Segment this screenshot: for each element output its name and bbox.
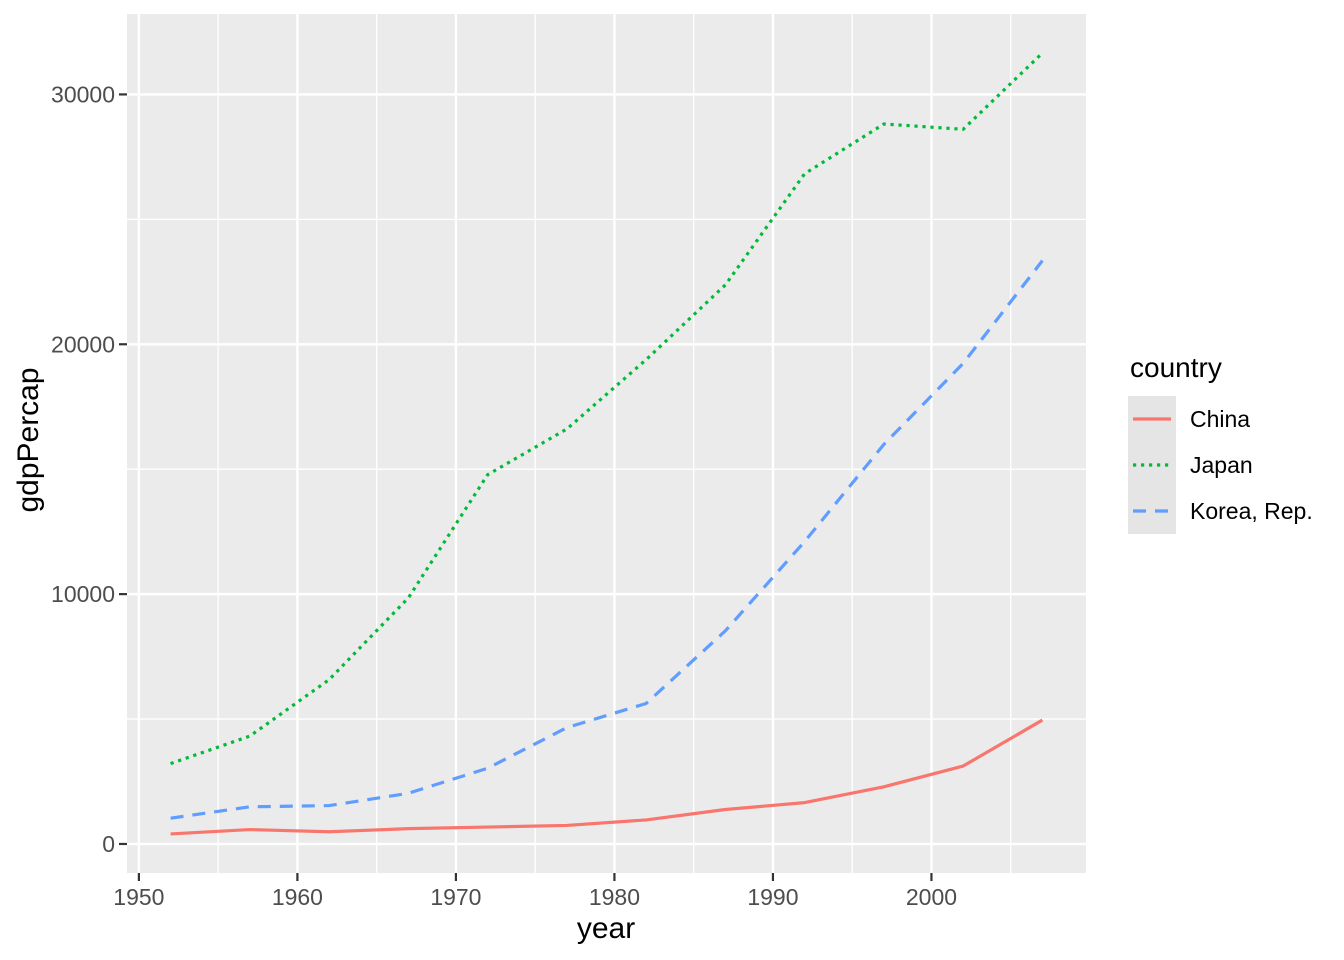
legend-item-china: China: [1128, 396, 1313, 442]
y-tick-label: 0: [102, 831, 115, 857]
x-tick-label: 1970: [430, 884, 481, 910]
legend: country China Japan Korea, Rep.: [1128, 352, 1313, 534]
legend-key-korea-rep: [1128, 488, 1176, 534]
x-tick-label: 1950: [113, 884, 164, 910]
legend-line-sample-china: [1133, 417, 1171, 421]
y-tick-label: 20000: [51, 331, 115, 357]
line-japan: [170, 51, 1044, 766]
y-tick-label: 10000: [51, 581, 115, 607]
y-axis-title: gdpPercap: [12, 367, 45, 513]
legend-items: China Japan Korea, Rep.: [1128, 396, 1313, 534]
y-tick-label: 30000: [51, 81, 115, 107]
legend-item-japan: Japan: [1128, 442, 1313, 488]
line-korea-rep: [170, 259, 1044, 820]
legend-line-sample-japan: [1133, 463, 1171, 467]
x-tick-label: 1980: [589, 884, 640, 910]
legend-title: country: [1130, 352, 1222, 383]
legend-line-sample-korea-rep: [1133, 509, 1171, 513]
legend-label-japan: Japan: [1190, 451, 1253, 478]
legend-key-china: [1128, 396, 1176, 442]
x-tick-label: 1990: [747, 884, 798, 910]
legend-label-korea-rep: Korea, Rep.: [1190, 497, 1313, 524]
line-china: [170, 718, 1044, 836]
legend-label-china: China: [1190, 405, 1251, 432]
x-tick-label: 2000: [906, 884, 957, 910]
panel-background: [127, 14, 1086, 873]
legend-key-japan: [1128, 442, 1176, 488]
x-axis-title: year: [576, 912, 636, 945]
legend-item-korea-rep: Korea, Rep.: [1128, 488, 1313, 534]
x-tick-label: 1960: [272, 884, 323, 910]
